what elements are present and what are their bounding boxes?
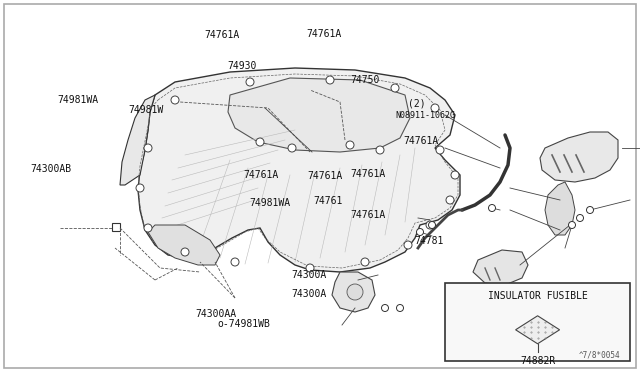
Text: 74300A: 74300A bbox=[291, 270, 326, 279]
Polygon shape bbox=[516, 316, 559, 344]
Polygon shape bbox=[148, 225, 220, 265]
Circle shape bbox=[451, 171, 459, 179]
Text: 74761A: 74761A bbox=[307, 171, 342, 180]
Circle shape bbox=[488, 205, 495, 212]
Text: 74300A: 74300A bbox=[291, 289, 326, 299]
Text: N08911-1062G: N08911-1062G bbox=[396, 111, 456, 120]
Circle shape bbox=[429, 221, 435, 228]
Text: ^7/8*0054: ^7/8*0054 bbox=[579, 351, 620, 360]
Circle shape bbox=[436, 146, 444, 154]
Text: 74761A: 74761A bbox=[351, 210, 386, 220]
Circle shape bbox=[417, 228, 424, 235]
Circle shape bbox=[246, 78, 254, 86]
Polygon shape bbox=[545, 182, 575, 235]
Text: 74750: 74750 bbox=[351, 75, 380, 85]
Text: 74300AA: 74300AA bbox=[195, 310, 236, 319]
Circle shape bbox=[568, 221, 575, 228]
Text: 74781: 74781 bbox=[415, 236, 444, 246]
Text: o-74981WB: o-74981WB bbox=[218, 319, 271, 328]
Text: 74300AB: 74300AB bbox=[31, 164, 72, 174]
Circle shape bbox=[288, 144, 296, 152]
Polygon shape bbox=[228, 78, 410, 152]
Polygon shape bbox=[138, 68, 460, 272]
Circle shape bbox=[577, 215, 584, 221]
Text: 74981WA: 74981WA bbox=[58, 96, 99, 105]
Text: 74981WA: 74981WA bbox=[250, 198, 291, 208]
Circle shape bbox=[346, 141, 354, 149]
Bar bbox=[112, 223, 120, 231]
Circle shape bbox=[404, 241, 412, 249]
Circle shape bbox=[431, 104, 439, 112]
Polygon shape bbox=[332, 272, 375, 312]
Text: 74761A: 74761A bbox=[403, 136, 438, 145]
Circle shape bbox=[347, 284, 363, 300]
Circle shape bbox=[144, 144, 152, 152]
Circle shape bbox=[231, 258, 239, 266]
Circle shape bbox=[326, 76, 334, 84]
Text: 74761A: 74761A bbox=[306, 29, 341, 39]
Circle shape bbox=[426, 221, 434, 229]
Polygon shape bbox=[540, 132, 618, 182]
Text: 74930: 74930 bbox=[227, 61, 257, 71]
Circle shape bbox=[376, 146, 384, 154]
Text: 74761A: 74761A bbox=[243, 170, 278, 180]
Circle shape bbox=[446, 196, 454, 204]
Circle shape bbox=[361, 258, 369, 266]
Circle shape bbox=[474, 292, 481, 298]
Circle shape bbox=[256, 138, 264, 146]
Circle shape bbox=[171, 96, 179, 104]
Text: (2): (2) bbox=[408, 99, 426, 108]
Text: INSULATOR FUSIBLE: INSULATOR FUSIBLE bbox=[488, 291, 588, 301]
Text: 74882R: 74882R bbox=[520, 356, 556, 366]
Circle shape bbox=[144, 224, 152, 232]
Circle shape bbox=[391, 84, 399, 92]
Circle shape bbox=[586, 206, 593, 214]
Text: 74761A: 74761A bbox=[351, 169, 386, 179]
Polygon shape bbox=[120, 95, 155, 185]
Polygon shape bbox=[473, 250, 528, 285]
Circle shape bbox=[486, 292, 493, 298]
Circle shape bbox=[181, 248, 189, 256]
Circle shape bbox=[136, 184, 144, 192]
Text: 74761: 74761 bbox=[314, 196, 343, 206]
Bar bbox=[445, 283, 630, 361]
Circle shape bbox=[397, 305, 403, 311]
Circle shape bbox=[306, 264, 314, 272]
Circle shape bbox=[381, 305, 388, 311]
Text: 74981W: 74981W bbox=[128, 105, 163, 115]
Text: 74761A: 74761A bbox=[205, 31, 240, 40]
